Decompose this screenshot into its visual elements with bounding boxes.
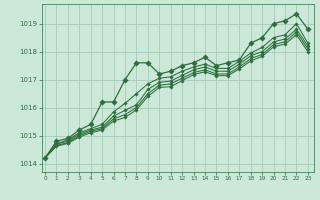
Text: Graphe pression niveau de la mer (hPa): Graphe pression niveau de la mer (hPa) — [59, 184, 261, 193]
